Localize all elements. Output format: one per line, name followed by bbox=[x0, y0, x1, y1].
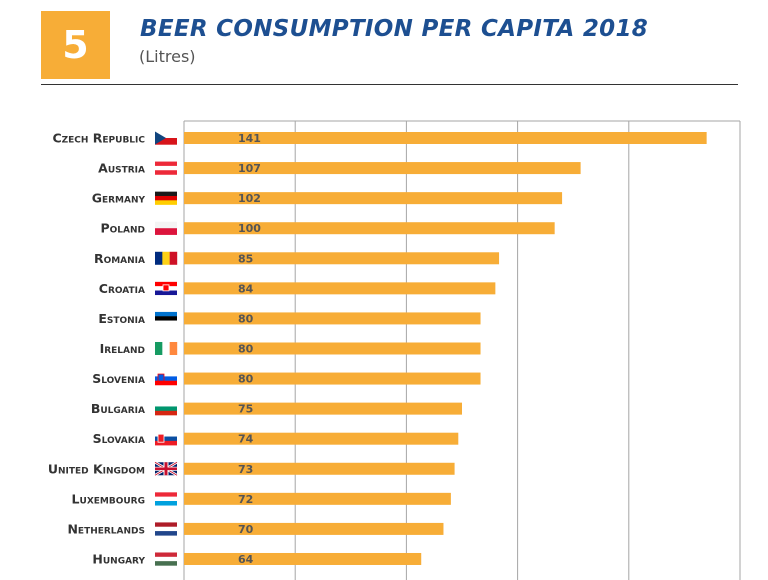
bar bbox=[184, 222, 555, 235]
bar-row: Czech Republic 141 bbox=[52, 131, 707, 146]
category-label: Slovenia bbox=[92, 371, 145, 386]
estonia-flag-icon bbox=[155, 311, 177, 326]
category-label: Croatia bbox=[99, 281, 145, 296]
czech-flag-icon bbox=[155, 131, 177, 145]
chart-subtitle: (Litres) bbox=[139, 47, 196, 66]
bar bbox=[184, 312, 481, 325]
category-label: Hungary bbox=[92, 551, 145, 566]
slovakia-flag-icon bbox=[155, 432, 177, 446]
value-label: 75 bbox=[238, 403, 253, 416]
category-label: Netherlands bbox=[67, 521, 145, 536]
croatia-flag-icon bbox=[155, 281, 177, 296]
bar bbox=[184, 552, 422, 565]
romania-flag-icon bbox=[155, 251, 178, 265]
bar bbox=[184, 462, 455, 475]
bar bbox=[184, 342, 481, 355]
hungary-flag-icon bbox=[155, 552, 177, 566]
value-label: 85 bbox=[238, 252, 253, 265]
uk-flag-icon bbox=[154, 461, 178, 477]
bar bbox=[184, 402, 462, 415]
luxembourg-flag-icon bbox=[155, 492, 177, 506]
bar bbox=[184, 282, 496, 295]
value-label: 84 bbox=[238, 282, 254, 295]
bar-row: Croatia 84 bbox=[99, 281, 496, 296]
category-label: Estonia bbox=[98, 311, 145, 326]
header-divider bbox=[41, 84, 738, 85]
bar-row: Romania 85 bbox=[94, 251, 500, 266]
section-number-badge: 5 bbox=[41, 11, 110, 79]
value-label: 141 bbox=[238, 132, 261, 145]
category-label: Ireland bbox=[100, 341, 145, 356]
poland-flag-icon bbox=[155, 221, 177, 235]
bar bbox=[184, 432, 459, 445]
value-label: 80 bbox=[238, 342, 254, 355]
bar bbox=[184, 522, 444, 535]
value-label: 80 bbox=[238, 312, 254, 325]
category-label: Romania bbox=[94, 251, 145, 266]
slovenia-flag-icon bbox=[155, 372, 177, 386]
chart-title: BEER CONSUMPTION PER CAPITA 2018 bbox=[140, 16, 649, 42]
netherlands-flag-icon bbox=[155, 522, 177, 536]
value-label: 72 bbox=[238, 493, 253, 506]
value-label: 74 bbox=[238, 433, 254, 446]
bar-row: Slovenia 80 bbox=[92, 371, 481, 386]
bar-row: Ireland 80 bbox=[100, 341, 481, 356]
category-label: Slovakia bbox=[93, 431, 145, 446]
category-label: Poland bbox=[100, 221, 145, 236]
bar bbox=[184, 492, 451, 505]
germany-flag-icon bbox=[155, 191, 177, 205]
category-label: Germany bbox=[92, 191, 146, 206]
category-label: Czech Republic bbox=[52, 131, 145, 146]
category-label: Bulgaria bbox=[91, 401, 145, 416]
value-label: 100 bbox=[238, 222, 261, 235]
bar-row: Poland 100 bbox=[100, 221, 555, 236]
bar bbox=[184, 132, 707, 144]
category-label: United Kingdom bbox=[48, 461, 145, 476]
value-label: 73 bbox=[238, 463, 253, 476]
bar-row: Luxembourg 72 bbox=[72, 491, 451, 506]
bar-row: Germany 102 bbox=[92, 191, 563, 206]
bar-row: United Kingdom 73 bbox=[48, 461, 455, 477]
category-label: Luxembourg bbox=[72, 491, 145, 506]
austria-flag-icon bbox=[155, 161, 177, 175]
bar-row: Slovakia 74 bbox=[93, 431, 459, 446]
bar-row: Austria 107 bbox=[98, 161, 581, 176]
ireland-flag-icon bbox=[155, 341, 178, 355]
bar-row: Hungary 64 bbox=[92, 551, 422, 566]
bulgaria-flag-icon bbox=[155, 402, 177, 416]
bar-row: Bulgaria 75 bbox=[91, 401, 462, 416]
value-label: 102 bbox=[238, 192, 261, 205]
category-label: Austria bbox=[98, 161, 145, 176]
value-label: 70 bbox=[238, 523, 254, 536]
value-label: 64 bbox=[238, 553, 254, 566]
bar-row: Netherlands 70 bbox=[67, 521, 444, 536]
bar bbox=[184, 252, 500, 265]
bar-row: Estonia 80 bbox=[98, 311, 481, 326]
value-label: 80 bbox=[238, 373, 254, 386]
value-label: 107 bbox=[238, 162, 261, 175]
bar bbox=[184, 192, 563, 205]
bar bbox=[184, 162, 581, 175]
bar bbox=[184, 372, 481, 385]
